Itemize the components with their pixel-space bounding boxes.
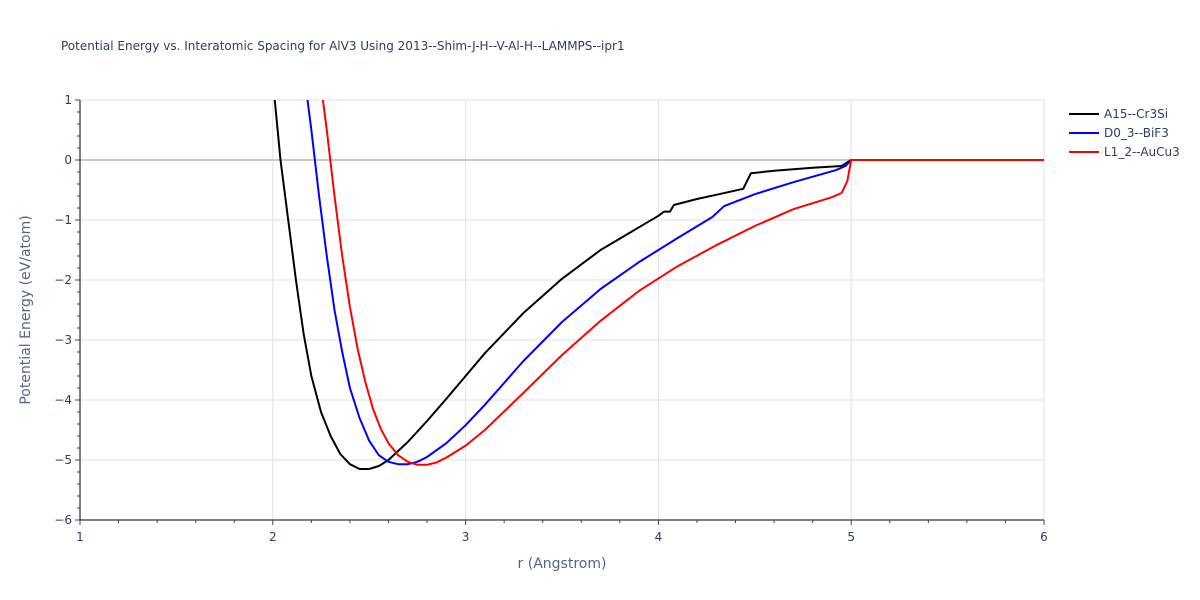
y-tick-label: −6 bbox=[54, 513, 72, 527]
x-tick-label: 5 bbox=[847, 530, 855, 544]
plot-area bbox=[273, 100, 1044, 470]
axes bbox=[75, 99, 1045, 525]
chart-title: Potential Energy vs. Interatomic Spacing… bbox=[61, 39, 625, 53]
y-tick-label: −5 bbox=[54, 453, 72, 467]
y-axis-title: Potential Energy (eV/atom) bbox=[18, 215, 34, 404]
legend-item-1[interactable]: D0_3--BiF3 bbox=[1069, 126, 1169, 140]
series-line-1 bbox=[306, 100, 1044, 466]
legend-item-0[interactable]: A15--Cr3Si bbox=[1069, 107, 1168, 121]
legend-label: D0_3--BiF3 bbox=[1104, 126, 1169, 140]
x-tick-label: 2 bbox=[269, 530, 277, 544]
x-axis-title: r (Angstrom) bbox=[518, 556, 607, 572]
legend-label: L1_2--AuCu3 bbox=[1104, 145, 1180, 159]
x-tick-label: 1 bbox=[76, 530, 84, 544]
series-layer bbox=[273, 100, 1044, 470]
y-tick-labels: 1 0 −1 −2 −3 −4 −5 −6 bbox=[54, 93, 72, 527]
y-tick-label: −4 bbox=[54, 393, 72, 407]
y-tick-label: −2 bbox=[54, 273, 72, 287]
y-tick-label: 0 bbox=[64, 153, 72, 167]
y-tick-label: −3 bbox=[54, 333, 72, 347]
y-tick-label: 1 bbox=[64, 93, 72, 107]
x-tick-label: 3 bbox=[462, 530, 470, 544]
legend: A15--Cr3Si D0_3--BiF3 L1_2--AuCu3 bbox=[1069, 107, 1180, 159]
x-tick-label: 4 bbox=[655, 530, 663, 544]
series-line-2 bbox=[321, 100, 1044, 466]
legend-item-2[interactable]: L1_2--AuCu3 bbox=[1069, 145, 1180, 159]
y-tick-label: −1 bbox=[54, 213, 72, 227]
series-line-0 bbox=[273, 100, 1044, 470]
x-tick-labels: 1 2 3 4 5 6 bbox=[76, 530, 1048, 544]
legend-label: A15--Cr3Si bbox=[1104, 107, 1168, 121]
x-tick-label: 6 bbox=[1040, 530, 1048, 544]
